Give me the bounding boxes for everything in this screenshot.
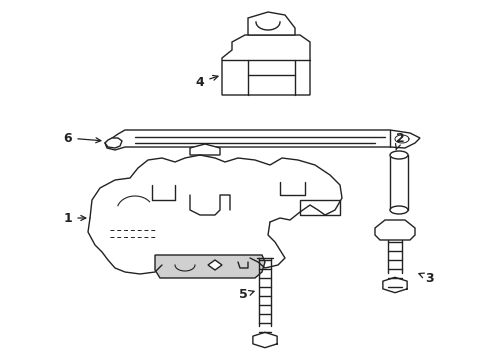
Text: 2: 2: [395, 131, 404, 150]
Polygon shape: [105, 130, 419, 150]
Text: 3: 3: [418, 271, 433, 284]
Text: 6: 6: [63, 131, 101, 144]
Polygon shape: [374, 220, 414, 240]
Polygon shape: [105, 138, 122, 148]
Text: 1: 1: [63, 212, 86, 225]
Polygon shape: [389, 155, 407, 210]
Polygon shape: [299, 200, 339, 215]
Ellipse shape: [389, 206, 407, 214]
Polygon shape: [155, 255, 264, 278]
Polygon shape: [190, 144, 220, 155]
Polygon shape: [207, 260, 222, 270]
Text: 5: 5: [238, 288, 254, 302]
Ellipse shape: [389, 151, 407, 159]
Polygon shape: [222, 35, 309, 95]
Polygon shape: [247, 12, 294, 35]
Text: 4: 4: [195, 75, 218, 89]
